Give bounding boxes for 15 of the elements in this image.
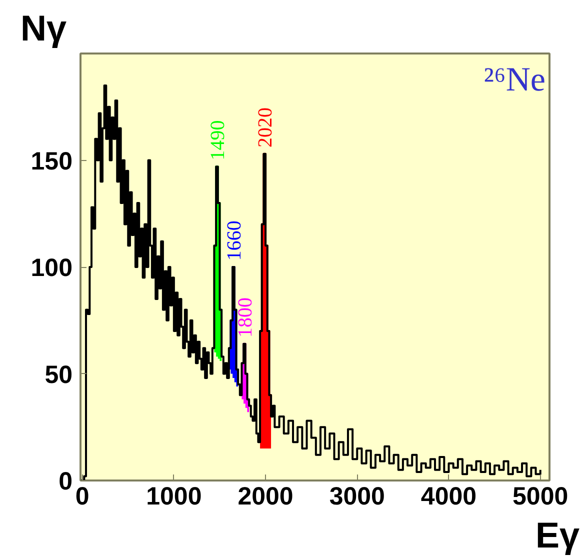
y-tick-label: 50 [44, 360, 73, 389]
y-tick-label: 150 [30, 147, 73, 176]
x-tick-label: 2000 [238, 482, 294, 510]
annotation: ²⁶Ne [484, 62, 546, 98]
text: 1660 [223, 220, 246, 261]
x-tick-label: 5000 [512, 482, 568, 510]
x-tick-label: 4000 [420, 482, 477, 510]
x-tick-label: 3000 [329, 482, 385, 510]
text: 2020 [254, 107, 277, 148]
text: 1800 [234, 297, 256, 338]
x-axis-title: Eγ [535, 514, 580, 556]
x-tick-label: 1000 [146, 482, 202, 510]
text: 1490 [206, 120, 229, 160]
y-axis-title: Nγ [20, 8, 67, 48]
y-tick-label: 100 [30, 254, 73, 282]
